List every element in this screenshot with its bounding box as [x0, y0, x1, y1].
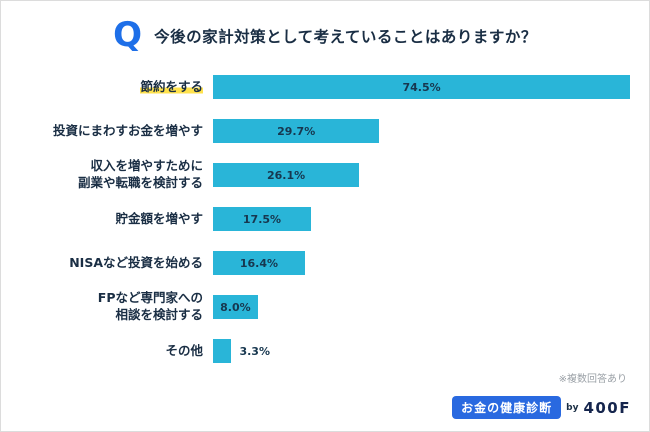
bar: 16.4% — [213, 251, 305, 275]
value-label: 74.5% — [402, 80, 441, 94]
category-label: 貯金額を増やす — [115, 210, 203, 226]
bar-track: 16.4% — [213, 251, 633, 275]
bar: 8.0% — [213, 295, 258, 319]
logo-by-text: by — [566, 402, 579, 413]
value-label: 17.5% — [242, 212, 282, 226]
bar-track: 29.7% — [213, 119, 633, 143]
bar — [213, 339, 232, 363]
chart-title: 今後の家計対策として考えていることはありますか？ — [154, 28, 537, 46]
bar-track: 26.1% — [213, 163, 633, 187]
chart-header: Q 今後の家計対策として考えていることはありますか？ — [17, 15, 633, 55]
category-label: 節約をする — [140, 78, 203, 94]
category-label: 収入を増やすために 副業や転職を検討する — [77, 158, 203, 190]
bar: 17.5% — [213, 207, 311, 231]
footnote: ※複数回答あり — [558, 374, 627, 385]
bar: 74.5% — [213, 75, 631, 99]
bar-track: 8.0% — [213, 295, 633, 319]
bar-track: 17.5% — [213, 207, 633, 231]
brand-logo: お金の健康診断 by 400F — [452, 396, 631, 419]
value-label: 29.7% — [277, 124, 316, 138]
chart-row: 節約をする 74.5% — [17, 65, 633, 109]
value-label: 8.0% — [220, 300, 251, 314]
bar: 29.7% — [213, 119, 380, 143]
chart-row: 収入を増やすために 副業や転職を検討する 26.1% — [17, 153, 633, 197]
chart-row: FPなど専門家への 相談を検討する 8.0% — [17, 285, 633, 329]
logo-company-name: 400F — [583, 398, 631, 417]
logo-service-name: お金の健康診断 — [452, 396, 562, 419]
chart-row: 貯金額を増やす 17.5% — [17, 197, 633, 241]
chart-row: 投資にまわすお金を増やす 29.7% — [17, 109, 633, 153]
category-label: FPなど専門家への 相談を検討する — [97, 290, 203, 322]
chart-row: NISAなど投資を始める 16.4% — [17, 241, 633, 285]
category-label: 投資にまわすお金を増やす — [52, 122, 203, 138]
bar: 26.1% — [213, 163, 360, 187]
value-label: 16.4% — [239, 256, 278, 270]
value-label: 26.1% — [266, 168, 306, 182]
bar-track: 74.5% — [213, 75, 633, 99]
value-label: 3.3% — [239, 344, 270, 358]
bar-track: 3.3% — [213, 339, 633, 363]
category-label: その他 — [165, 342, 203, 358]
question-icon: Q — [113, 15, 143, 55]
chart-row: その他 3.3% — [17, 329, 633, 373]
category-label: NISAなど投資を始める — [69, 254, 203, 270]
bar-chart: 節約をする 74.5% 投資にまわすお金を増やす 29.7% 収入を増やすために 副業や… — [17, 65, 633, 373]
